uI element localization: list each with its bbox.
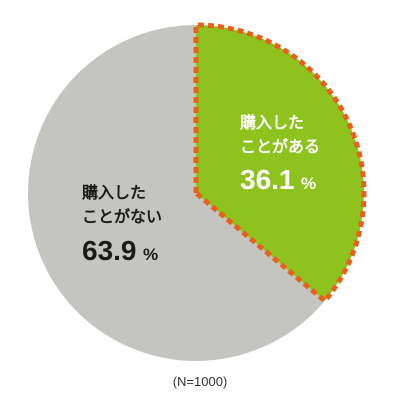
- slice-value-not-purchased: 63.9 %: [82, 235, 158, 266]
- slice-value-not-purchased-number: 63.9: [82, 235, 137, 266]
- pie-slice-not-purchased: [28, 25, 325, 361]
- slice-value-purchased: 36.1 %: [240, 164, 316, 195]
- pie-slice-purchased: [193, 22, 367, 305]
- slice-label-not-purchased-line2: ことがない: [82, 207, 162, 226]
- slice-value-purchased-percent: %: [301, 174, 316, 193]
- slices-layer: [28, 22, 367, 361]
- slice-value-not-purchased-percent: %: [143, 245, 158, 264]
- labels-layer: 購入した ことがある 36.1 % 購入した ことがない 63.9 % (N=1…: [81, 114, 320, 389]
- slice-label-purchased-line1: 購入した: [239, 114, 304, 132]
- slice-label-purchased-line2: ことがある: [240, 137, 320, 156]
- slice-value-purchased-number: 36.1: [240, 164, 295, 195]
- slice-label-not-purchased-line1: 購入した: [81, 184, 146, 202]
- sample-size-note: (N=1000): [173, 374, 228, 389]
